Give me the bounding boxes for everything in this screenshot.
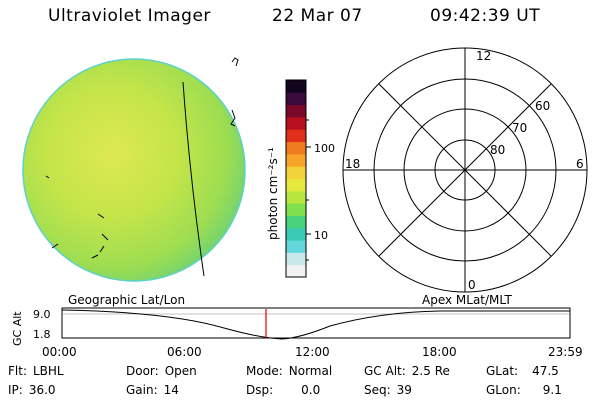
dsp-value: 0.0 [301, 383, 321, 397]
gc-alt-tick-low: 1.8 [33, 328, 51, 341]
seq-label: Seq: [364, 383, 391, 397]
door-label: Door: [126, 364, 159, 378]
colorbar-band [286, 116, 306, 130]
colorbar [285, 79, 311, 278]
colorbar-band [286, 178, 306, 192]
mlat-label-60: 60 [535, 99, 550, 113]
colorbar-band [286, 129, 306, 143]
colorbar-band [286, 190, 306, 204]
colorbar-band [286, 264, 306, 278]
timeline-frame [61, 307, 571, 339]
instrument-title: Ultraviolet Imager [48, 6, 211, 26]
terminator-line [182, 81, 205, 277]
colorbar-band [286, 166, 306, 179]
mlt-label-0: 0 [468, 278, 476, 292]
status-gain: Gain: 14 [126, 383, 179, 397]
status-door: Door: Open [126, 364, 197, 378]
door-value: Open [164, 364, 197, 378]
time-tick-0000: 00:00 [42, 345, 77, 359]
coast-fragment-3 [45, 175, 109, 259]
status-ip: IP: 36.0 [8, 383, 56, 397]
status-gc-alt: GC Alt: 2.5 Re [364, 364, 450, 378]
ip-value: 36.0 [28, 383, 56, 397]
flt-label: Flt: [8, 364, 27, 378]
status-flt: Flt: LBHL [8, 364, 64, 378]
coast-fragment-1 [231, 57, 239, 67]
apex-coords-title: Apex MLat/MLT [422, 293, 512, 307]
time-label: 09:42:39 UT [430, 6, 541, 26]
status-mode: Mode: Normal [246, 364, 332, 378]
coast-fragment-2 [230, 109, 236, 127]
geographic-coords-title: Geographic Lat/Lon [68, 293, 185, 307]
time-tick-1200: 12:00 [295, 345, 330, 359]
glon-label: GLon: [486, 383, 521, 397]
colorbar-band [286, 203, 306, 216]
colorbar-tick-10: 10 [314, 229, 328, 242]
noise-texture [23, 59, 245, 281]
colorbar-band [286, 215, 306, 229]
gain-label: Gain: [126, 383, 158, 397]
polar-diagonal-2 [378, 83, 552, 257]
glat-label: GLat: [486, 364, 519, 378]
time-tick-0600: 06:00 [167, 345, 202, 359]
colorbar-band [286, 80, 306, 93]
date-label: 22 Mar 07 [272, 6, 363, 26]
time-tick-2359: 23:59 [548, 345, 583, 359]
mlat-label-80: 80 [490, 143, 505, 157]
glat-value: 47.5 [532, 364, 559, 378]
polar-grid [342, 47, 588, 293]
colorbar-band [286, 104, 306, 118]
mode-label: Mode: [246, 364, 283, 378]
colorbar-frame [285, 79, 307, 278]
earth-limb [22, 58, 246, 282]
gc-alt-tick-high: 9.0 [33, 308, 51, 321]
status-dsp: Dsp: 0.0 [246, 383, 320, 397]
colorbar-band [286, 240, 306, 253]
gc-alt-axis-label: GC Alt [11, 311, 24, 346]
glon-value: 9.1 [542, 383, 562, 397]
status-seq: Seq: 39 [364, 383, 412, 397]
colorbar-unit-label: photon cm⁻²s⁻¹ [266, 147, 280, 240]
mlt-label-18: 18 [345, 157, 360, 171]
mlt-label-12: 12 [476, 49, 491, 63]
orbit-altitude-curve [61, 309, 570, 340]
gc-alt-label: GC Alt: [364, 364, 406, 378]
status-glat: GLat: 47.5 [486, 364, 559, 378]
status-glon: GLon: 9.1 [486, 383, 562, 397]
uv-image [22, 57, 246, 282]
mlt-label-6: 6 [576, 157, 584, 171]
ip-label: IP: [8, 383, 23, 397]
colorbar-band [286, 153, 306, 167]
gain-value: 14 [163, 383, 179, 397]
mlat-label-70: 70 [512, 121, 527, 135]
mode-value: Normal [288, 364, 333, 378]
flt-value: LBHL [32, 364, 64, 378]
colorbar-band [286, 141, 306, 155]
gc-alt-value: 2.5 Re [411, 364, 450, 378]
colorbar-band [286, 227, 306, 241]
colorbar-band [286, 92, 306, 106]
colorbar-tick-100: 100 [314, 142, 335, 155]
colorbar-band [286, 252, 306, 266]
dsp-label: Dsp: [246, 383, 274, 397]
seq-value: 39 [396, 383, 412, 397]
time-tick-1800: 18:00 [422, 345, 457, 359]
